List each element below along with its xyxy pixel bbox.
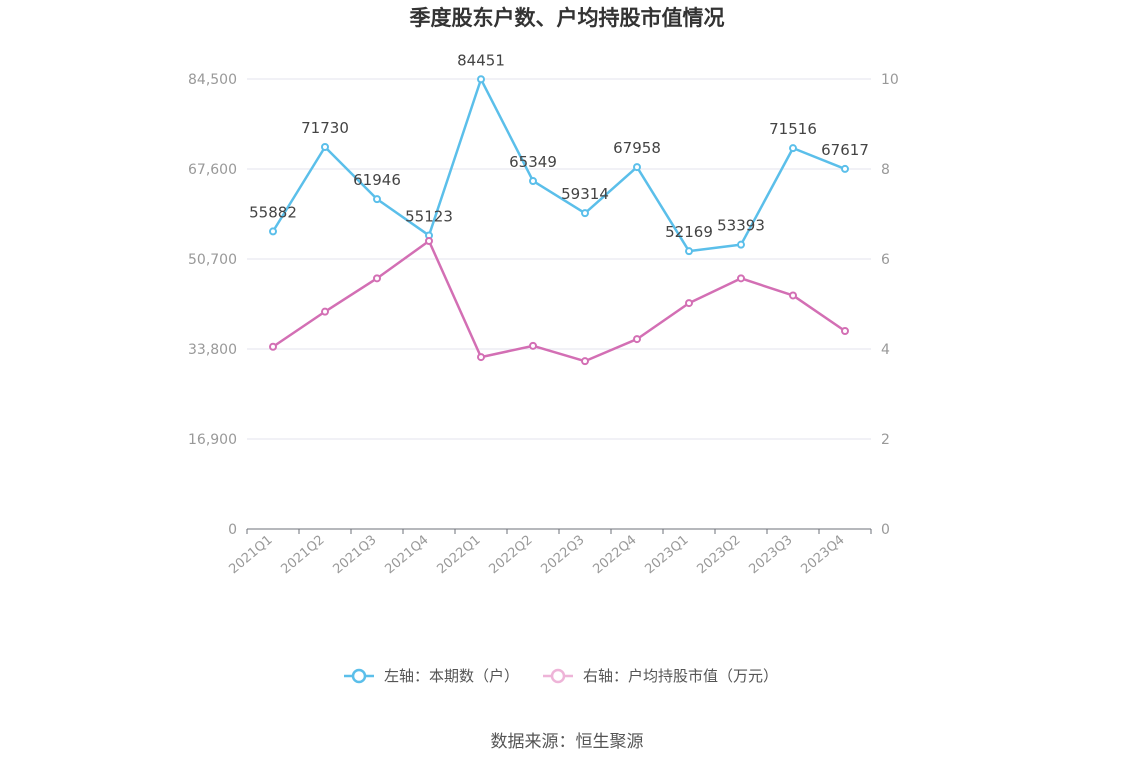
x-axis-category-label: 2021Q2 bbox=[278, 533, 327, 578]
data-label: 67617 bbox=[821, 141, 869, 159]
data-point[interactable] bbox=[581, 209, 589, 218]
data-label: 52169 bbox=[665, 223, 713, 241]
data-point[interactable] bbox=[581, 357, 589, 366]
data-point[interactable] bbox=[789, 144, 797, 153]
series-line-right bbox=[272, 239, 846, 363]
data-point[interactable] bbox=[477, 353, 485, 362]
legend[interactable]: 左轴：本期数（户） 右轴：户均持股市值（万元） bbox=[344, 667, 778, 685]
data-label: 84451 bbox=[457, 51, 505, 69]
data-point[interactable] bbox=[529, 176, 537, 185]
data-point[interactable] bbox=[321, 307, 329, 316]
x-axis-category-label: 2023Q4 bbox=[798, 533, 847, 578]
x-axis-category-label: 2021Q3 bbox=[330, 533, 379, 578]
data-label: 67958 bbox=[613, 139, 661, 157]
data-point[interactable] bbox=[633, 335, 641, 344]
x-axis-category-label: 2023Q1 bbox=[642, 533, 691, 578]
left-axis-tick-label: 0 bbox=[228, 522, 237, 538]
data-label: 55882 bbox=[249, 203, 297, 221]
data-point[interactable] bbox=[321, 143, 329, 152]
data-point[interactable] bbox=[477, 75, 485, 84]
left-axis-tick-label: 33,800 bbox=[188, 342, 237, 358]
x-axis-category-label: 2022Q4 bbox=[590, 533, 639, 578]
x-axis-category-label: 2022Q2 bbox=[486, 533, 535, 578]
source-note: 数据来源：恒生聚源 bbox=[491, 732, 644, 752]
left-axis-tick-label: 50,700 bbox=[188, 252, 237, 268]
data-point[interactable] bbox=[269, 342, 277, 351]
data-label: 71730 bbox=[301, 119, 349, 137]
data-label: 59314 bbox=[561, 185, 609, 203]
data-point[interactable] bbox=[737, 240, 745, 249]
legend-marker-icon bbox=[351, 668, 367, 684]
legend-item-left-axis[interactable]: 左轴：本期数（户） bbox=[344, 667, 519, 685]
data-label: 71516 bbox=[769, 120, 817, 138]
series-lines bbox=[269, 75, 849, 366]
data-label: 55123 bbox=[405, 207, 453, 225]
data-label: 65349 bbox=[509, 153, 557, 171]
legend-label: 左轴：本期数（户） bbox=[384, 667, 519, 685]
left-axis-tick-label: 84,500 bbox=[188, 72, 237, 88]
right-axis-tick-label: 2 bbox=[881, 432, 890, 448]
x-axis-category-label: 2023Q3 bbox=[746, 533, 795, 578]
x-axis-category-label: 2021Q1 bbox=[226, 533, 275, 578]
data-point[interactable] bbox=[425, 237, 433, 245]
right-axis-tick-label: 8 bbox=[881, 162, 890, 178]
data-point[interactable] bbox=[269, 227, 277, 236]
series-line-left bbox=[271, 78, 846, 253]
data-point[interactable] bbox=[373, 274, 381, 283]
data-point[interactable] bbox=[737, 274, 745, 283]
data-point[interactable] bbox=[841, 327, 849, 335]
right-axis-tick-label: 4 bbox=[881, 342, 890, 358]
left-axis-tick-label: 16,900 bbox=[188, 432, 237, 448]
right-axis-tick-label: 0 bbox=[881, 522, 890, 538]
data-point[interactable] bbox=[789, 291, 797, 300]
data-point[interactable] bbox=[841, 164, 849, 173]
data-label: 53393 bbox=[717, 217, 765, 235]
data-point[interactable] bbox=[685, 299, 693, 308]
x-axis-category-label: 2021Q4 bbox=[382, 533, 431, 578]
data-point[interactable] bbox=[373, 195, 381, 204]
grid-lines bbox=[247, 78, 871, 440]
legend-item-right-axis[interactable]: 右轴：户均持股市值（万元） bbox=[543, 667, 778, 685]
right-axis-tick-label: 10 bbox=[881, 72, 899, 88]
data-point[interactable] bbox=[633, 163, 641, 172]
legend-label: 右轴：户均持股市值（万元） bbox=[583, 667, 778, 685]
data-label: 61946 bbox=[353, 171, 401, 189]
x-axis-category-label: 2022Q1 bbox=[434, 533, 483, 578]
data-point[interactable] bbox=[685, 247, 693, 256]
legend-marker-icon bbox=[550, 668, 566, 684]
x-axis-category-label: 2023Q2 bbox=[694, 533, 743, 578]
data-point[interactable] bbox=[529, 341, 537, 350]
left-axis-tick-label: 67,600 bbox=[188, 162, 237, 178]
right-axis-tick-label: 6 bbox=[881, 252, 890, 268]
chart-title: 季度股东户数、户均持股市值情况 bbox=[410, 6, 725, 30]
x-axis-category-label: 2022Q3 bbox=[538, 533, 587, 578]
